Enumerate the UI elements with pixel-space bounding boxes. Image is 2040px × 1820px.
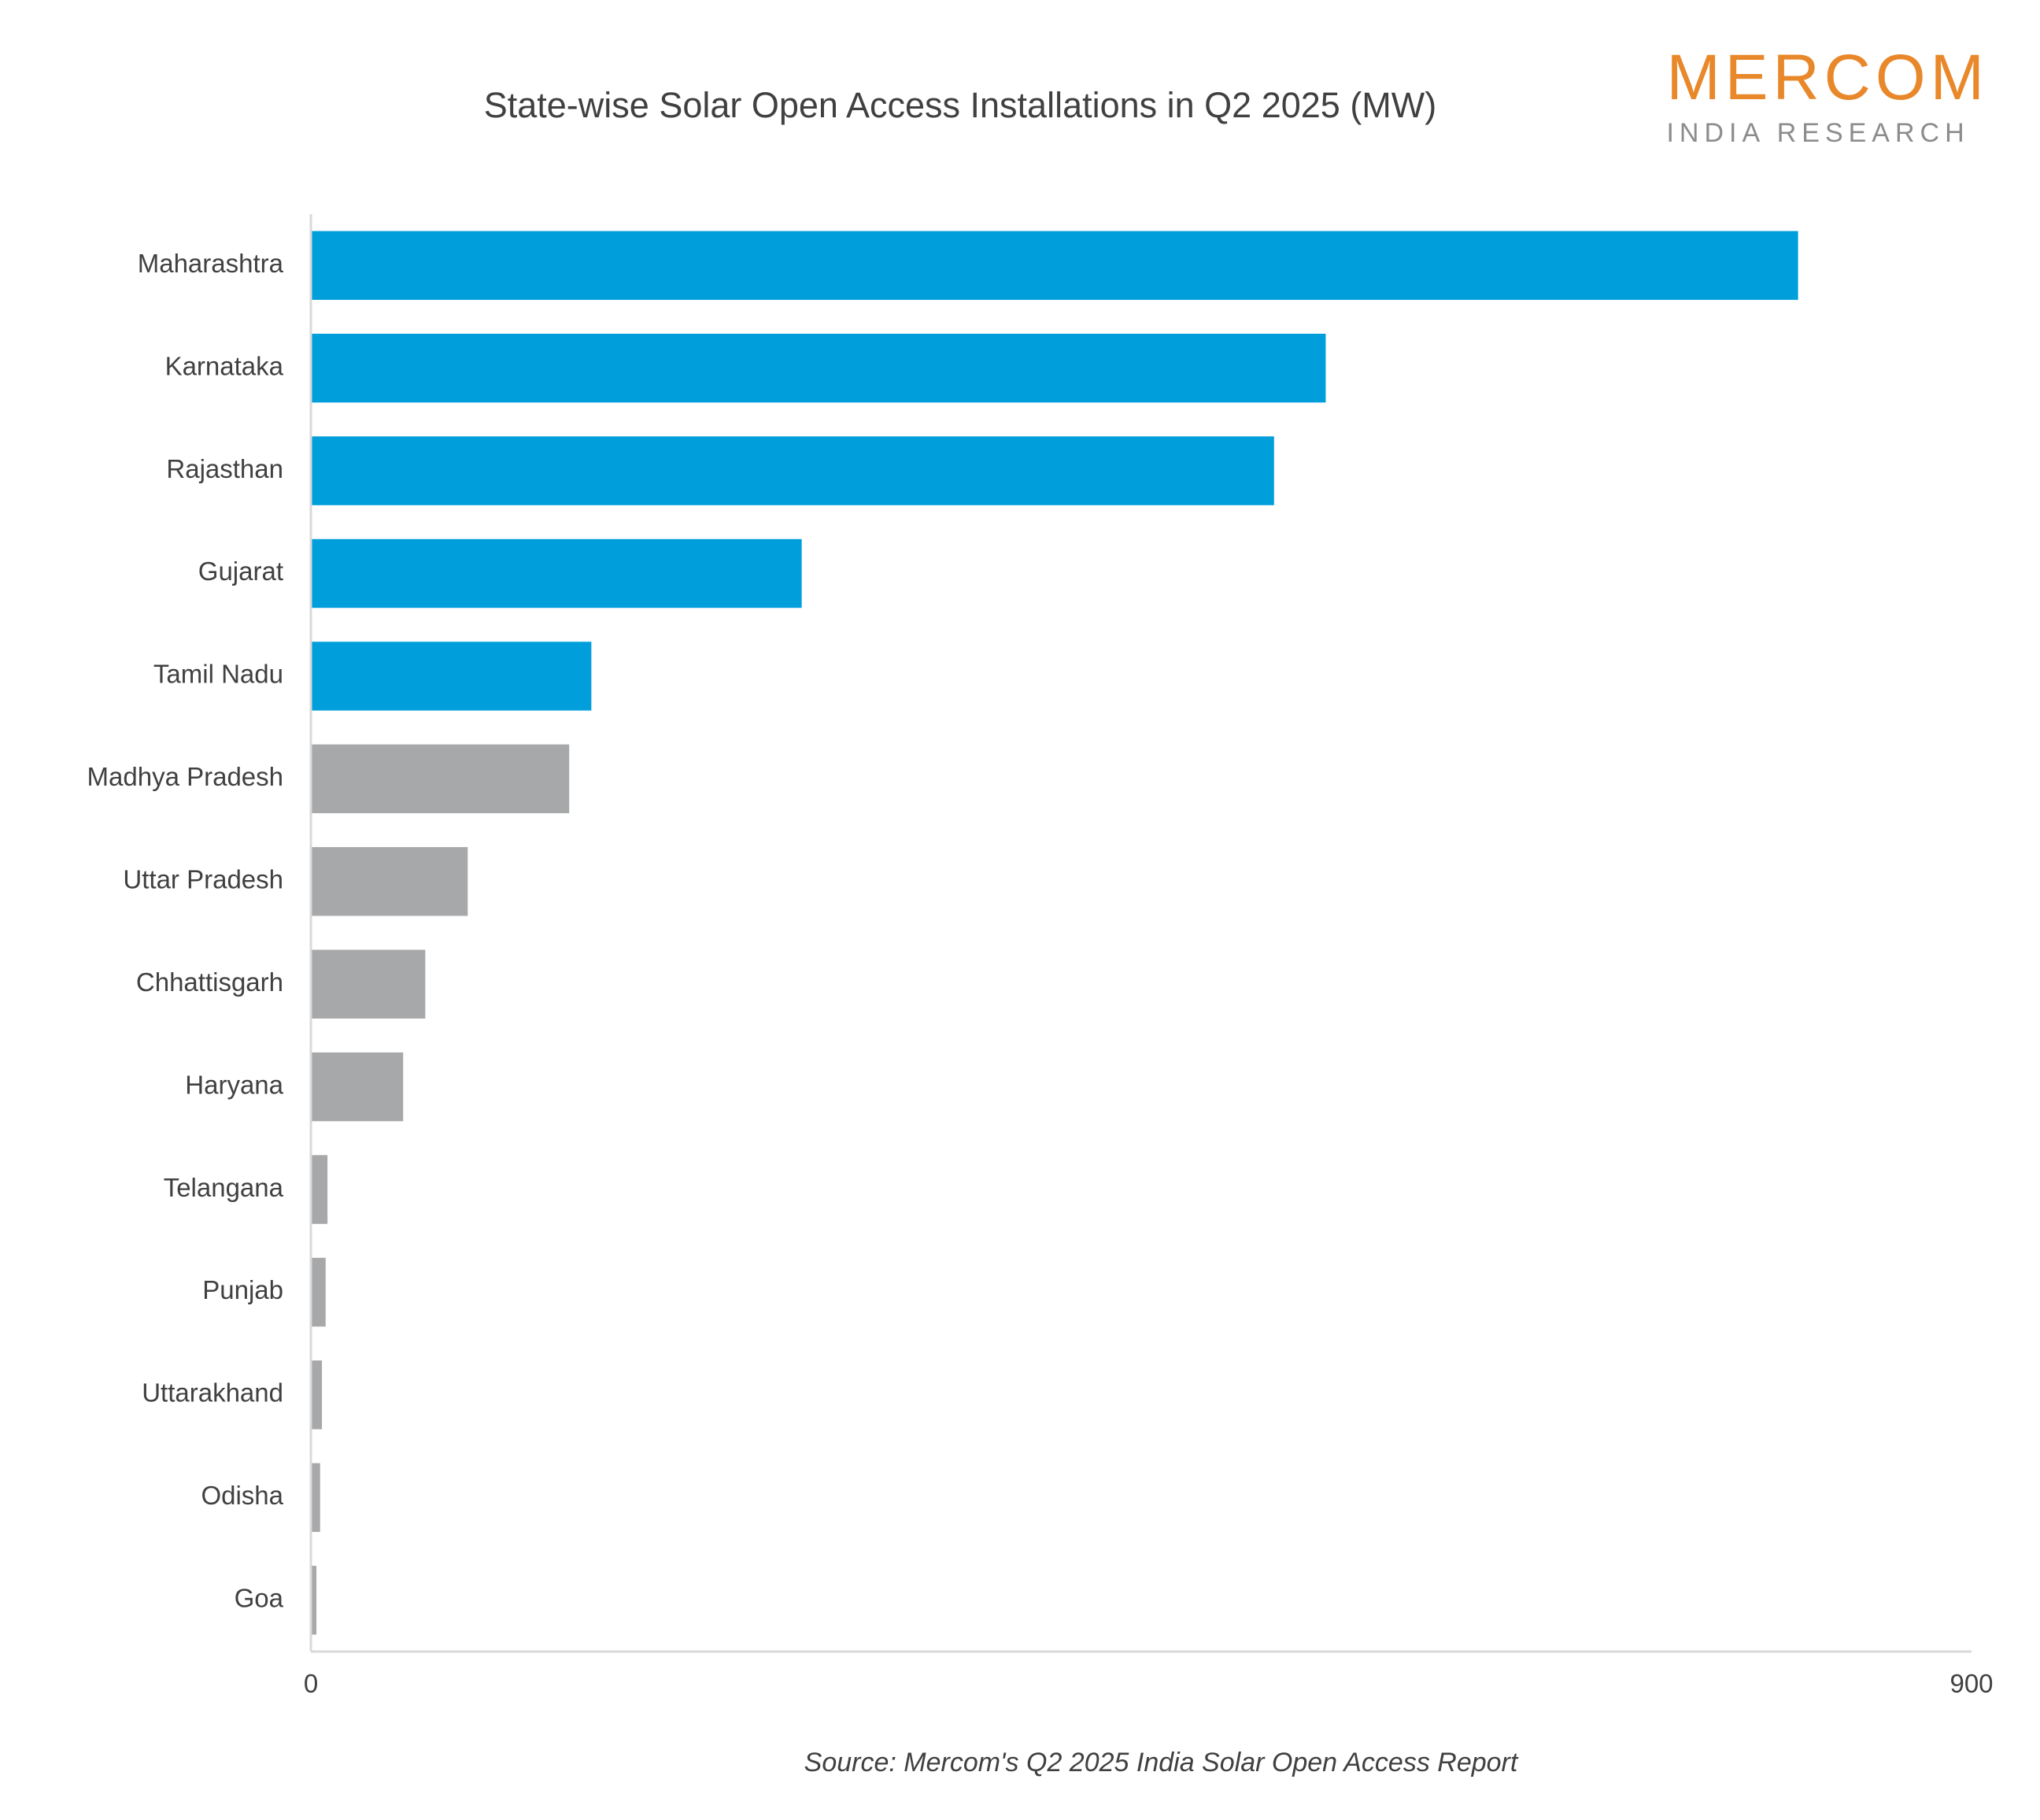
category-label-chhattisgarh: Chhattisgarh [136,967,283,997]
chart-title: State-wise Solar Open Access Installatio… [483,85,1437,125]
category-label-karnataka: Karnataka [165,351,284,380]
category-labels-group: Maharashtra Karnataka Rajasthan Gujarat Tami… [87,249,284,1613]
bar-punjab [311,1257,326,1327]
category-label-goa: Goa [235,1584,284,1613]
bars-group [311,231,1798,1635]
bar-rajasthan [311,436,1274,505]
bar-tamil-nadu [311,642,592,711]
bar-telangana [311,1155,328,1224]
bar-maharashtra [311,231,1798,300]
category-label-haryana: Haryana [185,1070,283,1099]
bar-madhya-pradesh [311,744,570,814]
bar-haryana [311,1052,404,1122]
bar-uttarakhand [311,1360,323,1430]
category-label-rajasthan: Rajasthan [166,454,283,483]
bar-odisha [311,1463,320,1533]
x-tick-label-900: 900 [1949,1669,1993,1698]
bar-karnataka [311,333,1326,403]
category-label-telangana: Telangana [164,1173,284,1202]
category-label-odisha: Odisha [201,1481,283,1510]
category-label-madhya-pradesh: Madhya Pradesh [87,762,283,791]
bar-chhattisgarh [311,949,426,1019]
mercom-logo: MERCOM INDIA RESEARCH [1666,46,1989,149]
category-label-maharashtra: Maharashtra [138,249,284,278]
x-tick-labels-group: 0 900 [304,1669,1994,1698]
bar-uttar-pradesh [311,847,468,916]
logo-subtitle: INDIA RESEARCH [1666,118,1970,148]
category-label-uttarakhand: Uttarakhand [142,1378,283,1408]
logo-name: MERCOM [1666,42,1989,113]
x-tick-label-0: 0 [304,1669,318,1698]
bar-gujarat [311,538,802,609]
category-label-punjab: Punjab [202,1275,283,1304]
source-note: Source: Mercom's Q2 2025 India Solar Ope… [804,1748,1518,1777]
category-label-gujarat: Gujarat [198,557,283,586]
bar-goa [311,1566,317,1635]
category-label-uttar-pradesh: Uttar Pradesh [123,865,283,894]
category-label-tamil-nadu: Tamil Nadu [153,660,283,689]
